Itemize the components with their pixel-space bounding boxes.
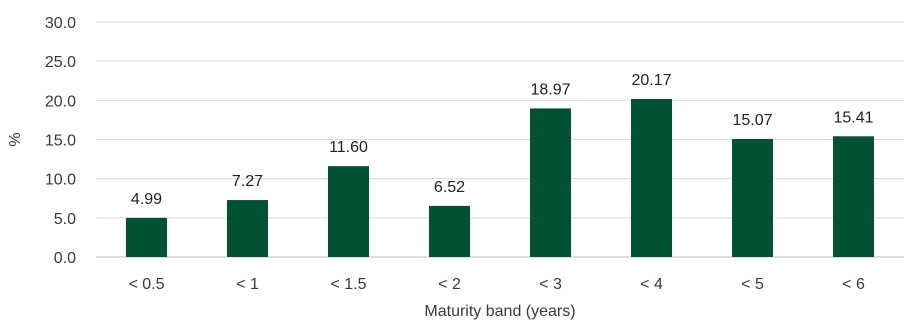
data-label: 11.60 — [329, 139, 368, 156]
data-label: 4.99 — [131, 191, 162, 208]
data-label: 7.27 — [232, 173, 263, 190]
bar — [732, 138, 773, 257]
gridlines — [96, 21, 904, 258]
y-tick-label: 0.0 — [54, 250, 76, 267]
y-axis-title: % — [7, 132, 24, 146]
x-tick-label: < 6 — [842, 276, 865, 293]
data-label: 15.41 — [833, 109, 873, 126]
bar — [126, 217, 167, 257]
x-axis-title: Maturity band (years) — [424, 303, 575, 320]
bar — [328, 166, 369, 257]
x-tick-label: < 4 — [640, 276, 663, 293]
y-tick-labels: 0.0 5.0 10.0 15.0 20.0 25.0 30.0 — [45, 15, 76, 267]
data-label: 6.52 — [434, 179, 465, 196]
y-tick-label: 5.0 — [54, 211, 76, 228]
y-tick-label: 20.0 — [45, 93, 76, 110]
x-tick-labels: < 0.5 < 1 < 1.5 < 2 < 3 < 4 < 5 < 6 — [128, 276, 864, 293]
data-label: 18.97 — [530, 81, 570, 98]
bar — [227, 200, 268, 257]
bar — [530, 108, 571, 257]
x-tick-label: < 2 — [438, 276, 461, 293]
y-tick-label: 25.0 — [45, 54, 76, 71]
x-tick-label: < 3 — [539, 276, 562, 293]
x-tick-label: < 1 — [236, 276, 259, 293]
x-tick-label: < 1.5 — [330, 276, 366, 293]
x-tick-label: < 0.5 — [128, 276, 164, 293]
data-labels: 4.99 7.27 11.60 6.52 18.97 20.17 15.07 15.41 — [131, 72, 874, 208]
bar — [833, 136, 874, 257]
y-tick-label: 10.0 — [45, 172, 76, 189]
bar — [429, 205, 470, 257]
y-tick-label: 15.0 — [45, 133, 76, 150]
bar — [631, 99, 672, 257]
data-label: 20.17 — [631, 72, 671, 89]
data-label: 15.07 — [732, 112, 772, 129]
y-tick-label: 30.0 — [45, 15, 76, 32]
x-tick-label: < 5 — [741, 276, 764, 293]
bars — [126, 99, 874, 257]
